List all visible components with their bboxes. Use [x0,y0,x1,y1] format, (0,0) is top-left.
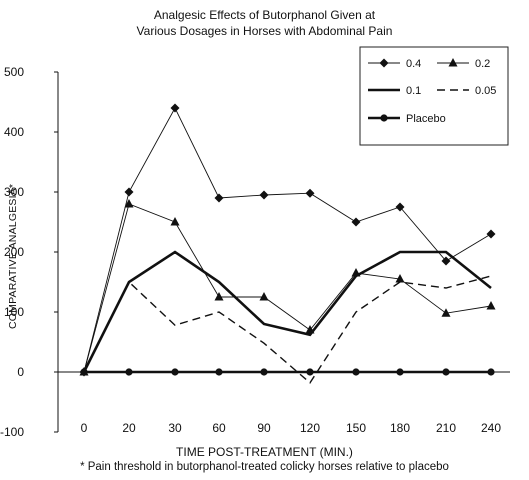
series-0-4-point [351,217,361,227]
series-0-4-line [83,107,492,373]
series-placebo-point [306,368,314,376]
series-0-1-line [82,250,492,373]
series-0-4-point [305,188,315,198]
x-tick-label: 240 [481,421,501,435]
series-placebo-point [125,368,133,376]
x-tick-label: 90 [257,421,271,435]
x-tick-label: 30 [168,421,182,435]
x-tick-label: 0 [81,421,88,435]
legend-0-2-label: 0.2 [475,58,490,70]
y-tick-label: 500 [4,65,24,79]
legend-0-4-marker [379,58,389,68]
y-tick-label: 200 [4,245,24,259]
x-tick-label: 180 [390,421,410,435]
y-tick-label: 400 [4,125,24,139]
series-0-2-point [124,199,134,208]
legend-0-2-marker [448,58,458,67]
series-0-2-point [441,308,451,317]
x-tick-label: 210 [436,421,456,435]
series-0-2-point [170,217,180,226]
legend-0-1-label: 0.1 [406,85,421,97]
series-placebo-point [352,368,360,376]
x-tick-label: 20 [122,421,136,435]
series-0-2-point [214,292,224,301]
series-0-4-point [214,193,224,203]
series-placebo-point [396,368,404,376]
series-0-4-point [170,103,180,113]
x-tick-label: 120 [300,421,320,435]
series-placebo-point [260,368,268,376]
series-0-2-point [395,274,405,283]
y-tick-label: 0 [17,365,24,379]
y-tick-label: 100 [4,305,24,319]
chart-title-line-1: Analgesic Effects of Butorphanol Given a… [153,8,376,22]
y-tick-label: 300 [4,185,24,199]
series-0-2-line [83,203,492,373]
series-0-2-point [486,301,496,310]
y-tick-label: -100 [0,425,24,439]
legend-placebo-label: Placebo [406,113,446,125]
series-placebo-point [215,368,223,376]
legend-placebo-marker [380,114,388,122]
chart-title-line-2: Various Dosages in Horses with Abdominal… [136,24,393,38]
series-0-4-point [259,190,269,200]
series-placebo-point [171,368,179,376]
series-0-4-point [441,256,451,266]
legend-0-4-label: 0.4 [406,58,421,70]
series-0-4-point [486,229,496,239]
series-placebo-point [487,368,495,376]
series-0-4-point [395,202,405,212]
series-placebo-point [442,368,450,376]
x-tick-label: 60 [212,421,226,435]
x-axis-label: TIME POST-TREATMENT (MIN.) [176,445,353,459]
chart-footnote: * Pain threshold in butorphanol-treated … [80,461,449,473]
series-placebo-point [80,368,88,376]
series-0-4-point [124,187,134,197]
x-tick-label: 150 [346,421,366,435]
legend-0-05-label: 0.05 [475,85,496,97]
series-0-05-line [83,275,492,384]
series-0-2-point [259,292,269,301]
y-axis-label: COMPARATIVE ANALGESIA* [7,183,19,329]
